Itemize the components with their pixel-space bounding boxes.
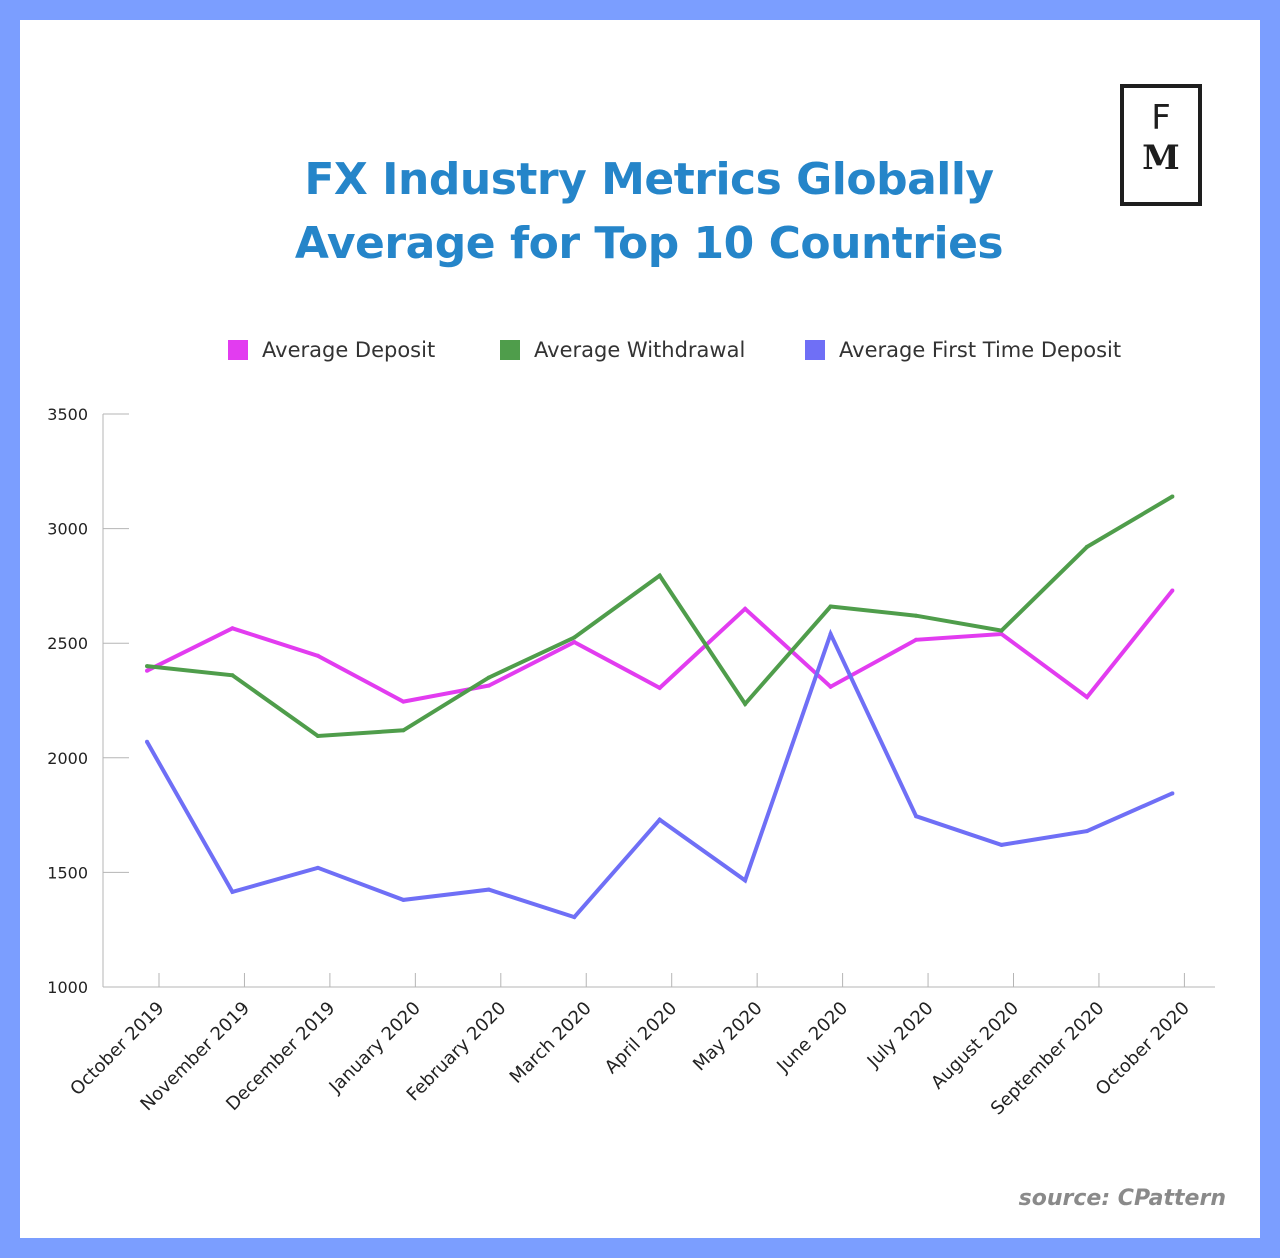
legend-item-deposit: Average Deposit: [228, 336, 435, 364]
data-point: [230, 626, 235, 631]
data-point: [657, 685, 662, 690]
series-line-average-first-time-deposit: [145, 628, 1174, 920]
legend-label-first-time-deposit: Average First Time Deposit: [839, 338, 1122, 362]
y-tick-label: 3000: [47, 520, 88, 539]
data-point: [1170, 588, 1175, 593]
data-point: [1084, 695, 1089, 700]
logo-letter-f: F: [1151, 98, 1171, 138]
data-point: [828, 632, 833, 637]
x-tick-label: March 2020: [506, 998, 596, 1088]
data-point: [230, 673, 235, 678]
x-tick-label: May 2020: [689, 998, 767, 1076]
logo-letter-m: M: [1142, 138, 1180, 178]
chart-title-line-1: FX Industry Metrics Globally: [304, 154, 994, 205]
x-tick-label: June 2020: [772, 998, 852, 1078]
x-tick-label: July 2020: [863, 998, 938, 1073]
y-tick-label: 3500: [47, 405, 88, 424]
y-tick-label: 2500: [47, 634, 88, 653]
data-point: [828, 684, 833, 689]
chart-title: FX Industry Metrics Globally Average for…: [0, 148, 1280, 276]
data-point: [572, 640, 577, 645]
data-point: [743, 701, 748, 706]
data-point: [914, 613, 919, 618]
data-point: [1084, 544, 1089, 549]
legend-label-withdrawal: Average Withdrawal: [534, 338, 746, 362]
data-point: [401, 699, 406, 704]
legend-label-deposit: Average Deposit: [262, 338, 436, 362]
legend-item-withdrawal: Average Withdrawal: [500, 336, 745, 364]
data-point: [828, 604, 833, 609]
y-tick-label: 1500: [47, 863, 88, 882]
data-point: [999, 842, 1004, 847]
data-point: [315, 865, 320, 870]
legend-item-first-time-deposit: Average First Time Deposit: [805, 336, 1121, 364]
y-tick-label: 1000: [47, 978, 88, 997]
data-point: [145, 739, 149, 744]
data-point: [315, 653, 320, 658]
data-point: [1084, 829, 1089, 834]
data-point: [145, 664, 149, 669]
data-point: [401, 728, 406, 733]
data-point: [914, 814, 919, 819]
data-point: [315, 734, 320, 739]
data-point: [401, 897, 406, 902]
source-credit: source: CPattern: [1018, 1186, 1226, 1211]
data-point: [657, 817, 662, 822]
data-point: [145, 668, 149, 673]
series-line-average-withdrawal: [146, 494, 1174, 739]
data-point: [486, 887, 491, 892]
fm-logo: F M: [1120, 84, 1202, 206]
data-point: [743, 878, 748, 883]
data-point: [999, 632, 1004, 637]
data-point: [657, 573, 662, 578]
x-tick-label: August 2020: [927, 998, 1023, 1094]
x-tick-label: April 2020: [601, 998, 681, 1078]
data-point: [1170, 494, 1175, 499]
series-line-average-deposit: [146, 589, 1174, 704]
y-tick-label: 2000: [47, 749, 88, 768]
data-point: [743, 606, 748, 611]
data-point: [486, 683, 491, 688]
data-point: [230, 889, 235, 894]
legend-swatch-first-time-deposit: [805, 340, 825, 360]
legend-swatch-withdrawal: [500, 340, 520, 360]
data-point: [1170, 791, 1175, 796]
legend-swatch-deposit: [228, 340, 248, 360]
data-point: [486, 675, 491, 680]
data-point: [572, 635, 577, 640]
chart-title-line-2: Average for Top 10 Countries: [294, 218, 1004, 269]
data-point: [999, 628, 1004, 633]
data-point: [572, 915, 577, 920]
data-point: [914, 637, 919, 642]
